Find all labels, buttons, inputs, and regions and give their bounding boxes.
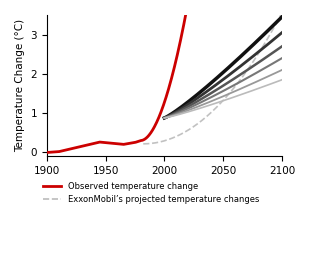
Legend: Observed temperature change, ExxonMobil’s projected temperature changes: Observed temperature change, ExxonMobil’…	[39, 179, 262, 208]
Y-axis label: Temperature Change (°C): Temperature Change (°C)	[15, 19, 25, 152]
